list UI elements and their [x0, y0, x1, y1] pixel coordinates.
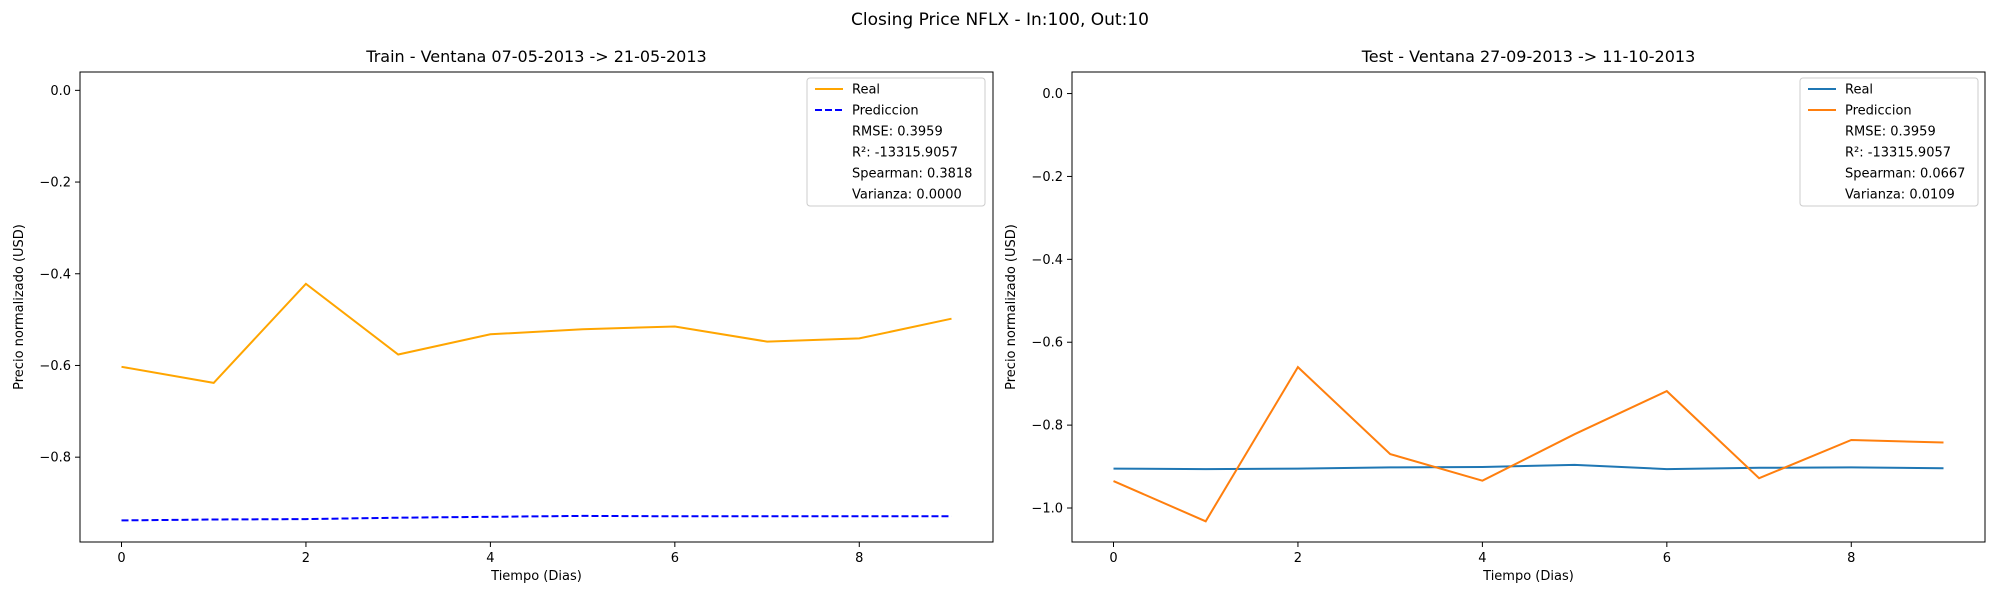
legend-entry: Prediccion: [852, 104, 919, 119]
x-axis-label: Tiempo (Dias): [490, 569, 582, 584]
chart-panel-test: Test - Ventana 27-09-2013 -> 11-10-2013 0…: [1004, 47, 1986, 584]
y-tick-label: 0.0: [50, 84, 71, 99]
x-tick-label: 0: [117, 551, 125, 566]
x-tick-label: 2: [302, 551, 310, 566]
series-line-prediccion: [121, 514, 952, 522]
x-tick-label: 8: [855, 551, 863, 566]
y-tick-label: −0.2: [39, 176, 71, 191]
y-tick-label: −0.4: [1031, 253, 1063, 268]
chart-panel-train: Train - Ventana 07-05-2013 -> 21-05-2013…: [12, 47, 994, 584]
legend-stat: Spearman: 0.3818: [852, 167, 972, 182]
legend-stat: RMSE: 0.3959: [1845, 125, 1936, 140]
y-tick-label: −0.8: [39, 451, 71, 466]
x-tick-label: 4: [486, 551, 494, 566]
series-line-prediccion: [1113, 365, 1944, 523]
legend: Real Prediccion RMSE: 0.3959 R²: -13315.905…: [806, 77, 986, 207]
panel-title: Train - Ventana 07-05-2013 -> 21-05-2013: [365, 47, 706, 66]
y-tick-label: −0.6: [1031, 336, 1063, 351]
x-tick-label: 4: [1478, 551, 1486, 566]
y-tick-label: 0.0: [1042, 87, 1063, 102]
series-line-real: [121, 282, 952, 384]
y-tick-label: −0.2: [1031, 170, 1063, 185]
series-line-real: [1113, 463, 1944, 471]
x-axis-label: Tiempo (Dias): [1482, 569, 1574, 584]
x-tick-label: 6: [671, 551, 679, 566]
legend-box: [1799, 77, 1979, 207]
legend-stat: R²: -13315.9057: [852, 146, 958, 161]
legend-stat: R²: -13315.9057: [1845, 146, 1951, 161]
axes-frame: [79, 71, 994, 543]
y-axis-label: Precio normalizado (USD): [12, 224, 27, 390]
legend-stat: Varianza: 0.0000: [852, 188, 962, 203]
legend-entry: Real: [852, 83, 880, 98]
y-axis-label: Precio normalizado (USD): [1004, 224, 1019, 390]
chart-panels: Train - Ventana 07-05-2013 -> 21-05-2013…: [12, 47, 1986, 584]
figure-title: Closing Price NFLX - In:100, Out:10: [851, 10, 1149, 30]
legend-stat: Varianza: 0.0109: [1845, 188, 1955, 203]
y-tick-label: −0.6: [39, 359, 71, 374]
axes-frame: [1071, 71, 1986, 543]
y-tick-label: −0.8: [1031, 419, 1063, 434]
x-tick-label: 2: [1294, 551, 1302, 566]
legend-entry: Real: [1845, 83, 1873, 98]
legend-box: [806, 77, 986, 207]
y-tick-label: −0.4: [39, 267, 71, 282]
legend-stat: RMSE: 0.3959: [852, 125, 943, 140]
panel-title: Test - Ventana 27-09-2013 -> 11-10-2013: [1361, 47, 1696, 66]
x-tick-label: 6: [1663, 551, 1671, 566]
y-tick-label: −1.0: [1031, 502, 1063, 517]
legend-entry: Prediccion: [1845, 104, 1912, 119]
x-tick-label: 0: [1109, 551, 1117, 566]
x-tick-label: 8: [1847, 551, 1855, 566]
legend-stat: Spearman: 0.0667: [1845, 167, 1965, 182]
legend: Real Prediccion RMSE: 0.3959 R²: -13315.905…: [1799, 77, 1979, 207]
